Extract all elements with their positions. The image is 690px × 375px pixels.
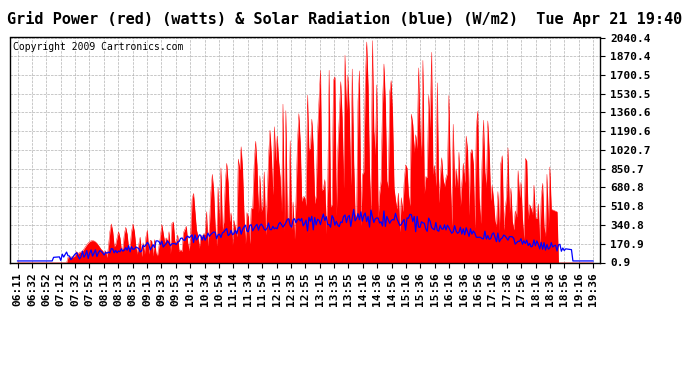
Text: Copyright 2009 Cartronics.com: Copyright 2009 Cartronics.com: [13, 42, 184, 52]
Text: Grid Power (red) (watts) & Solar Radiation (blue) (W/m2)  Tue Apr 21 19:40: Grid Power (red) (watts) & Solar Radiati…: [8, 11, 682, 27]
